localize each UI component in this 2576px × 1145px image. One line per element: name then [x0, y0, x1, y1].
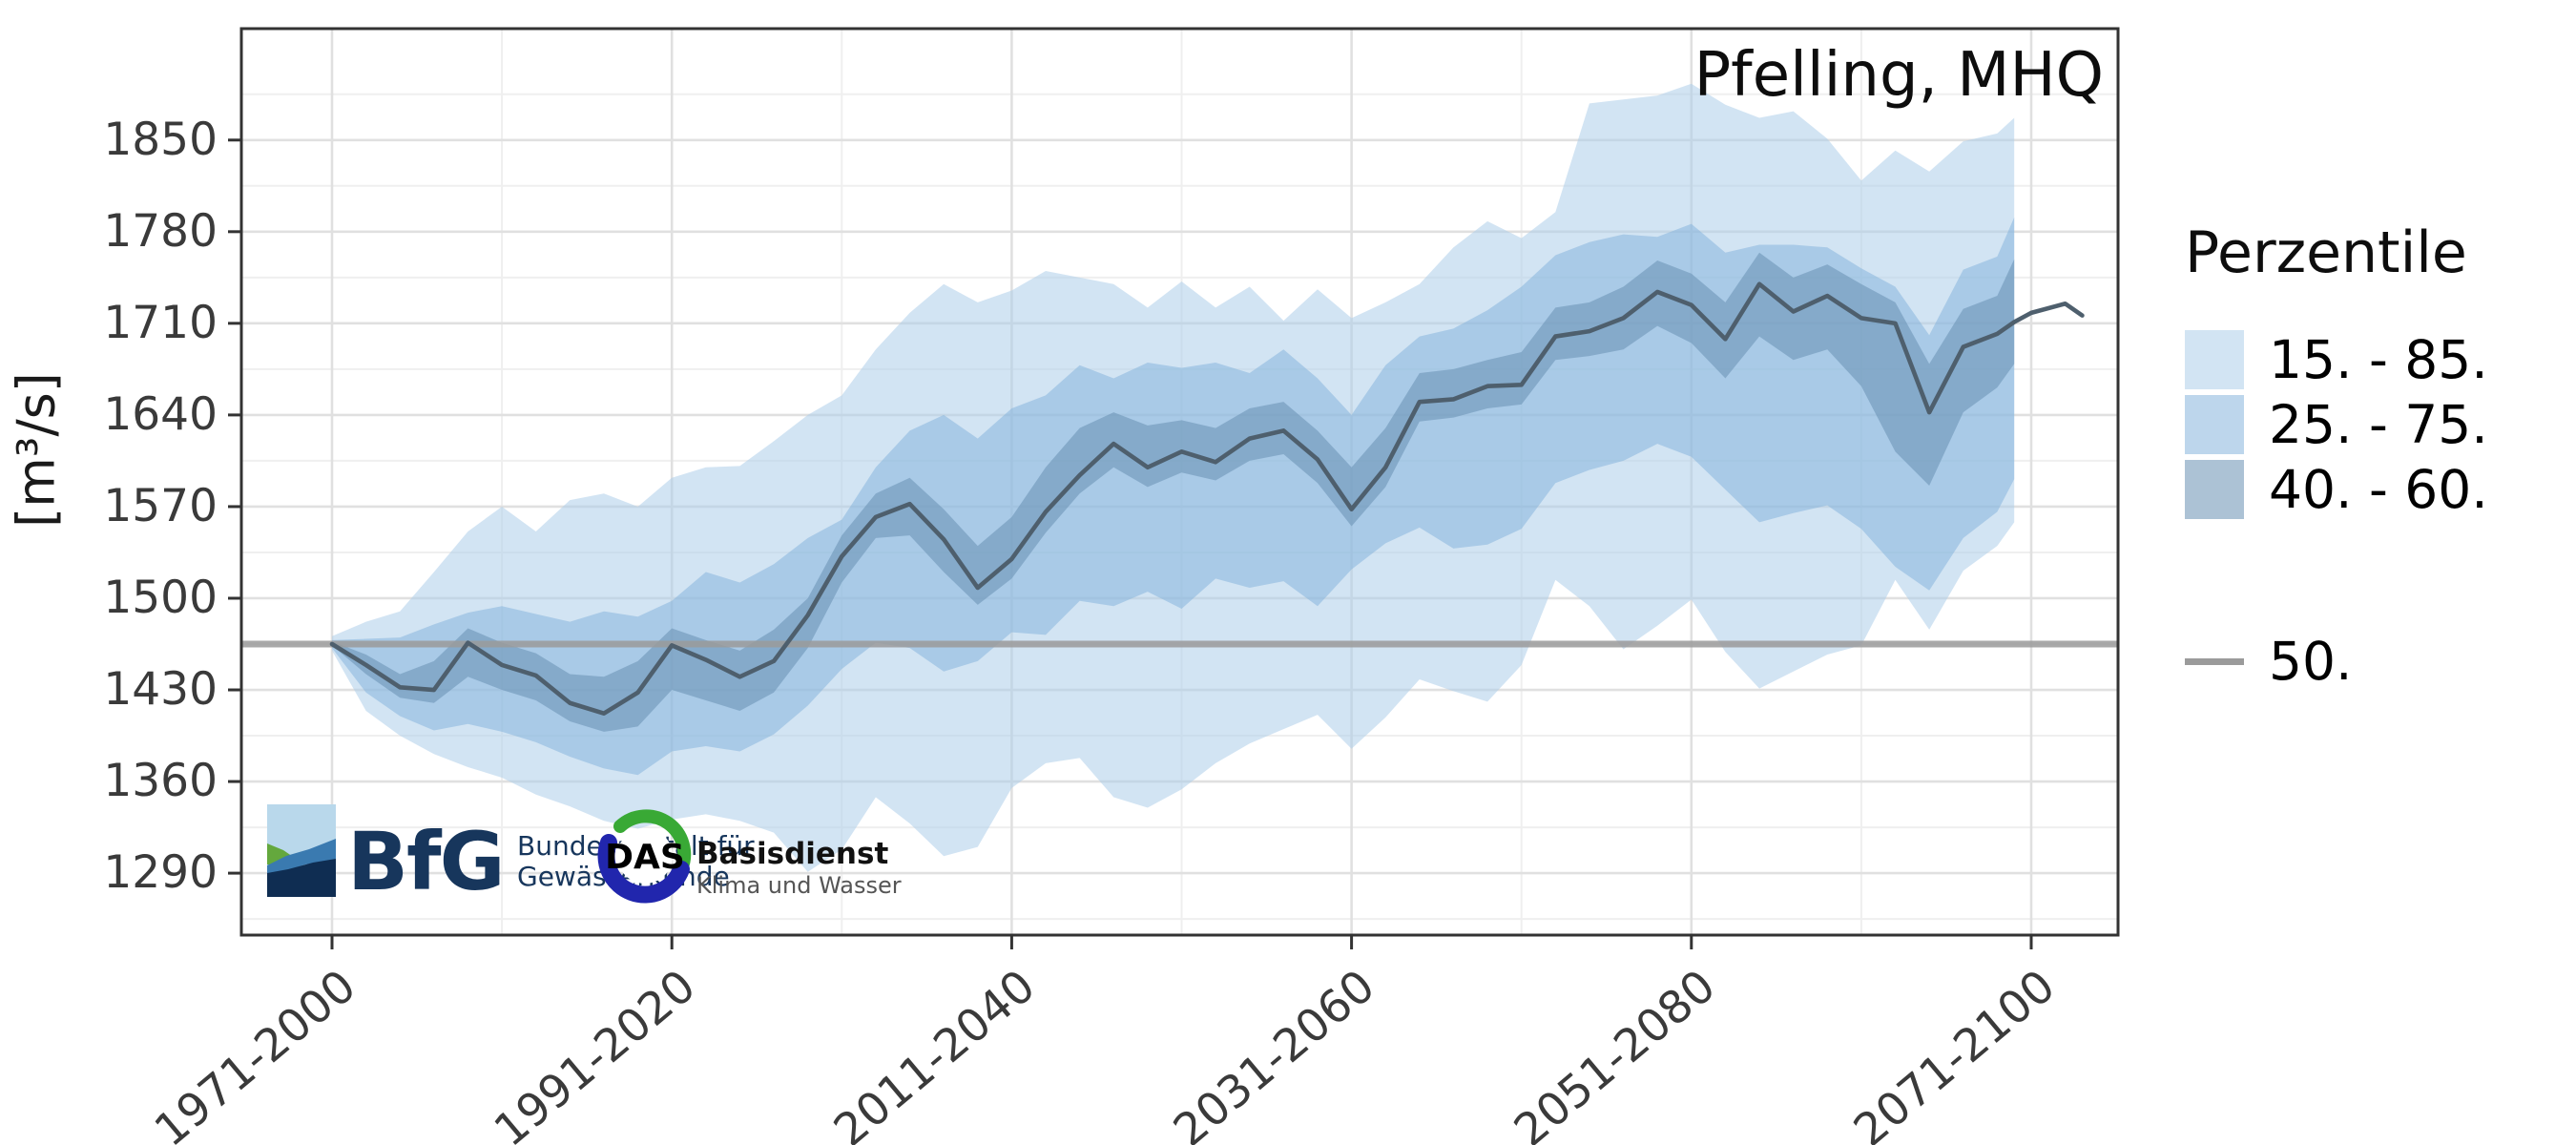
das-logo-blue-arc — [597, 834, 690, 904]
y-tick-label: 1710 — [103, 296, 218, 349]
legend-swatch-25-75 — [2185, 395, 2244, 454]
panel-frame-and-ticks — [228, 27, 2120, 949]
y-tick-label: 1430 — [103, 663, 218, 717]
das-logo: DAS Basisdienst Klima und Wasser — [597, 809, 902, 904]
y-tick-label: 1500 — [103, 571, 218, 624]
y-tick-label: 1570 — [103, 479, 218, 532]
median-and-reference-lines — [241, 281, 2118, 717]
legend: Perzentile 15. - 85. 25. - 75. 40. - 60.… — [2177, 219, 2559, 692]
legend-item-25-75: 25. - 75. — [2185, 394, 2559, 455]
chart-title: Pfelling, MHQ — [1693, 40, 2104, 111]
x-tick-label: 2071-2100 — [1843, 960, 2066, 1145]
legend-swatch-40-60 — [2185, 460, 2244, 519]
legend-swatch-15-85 — [2185, 330, 2244, 389]
das-logo-abbr: DAS — [605, 838, 685, 877]
legend-item-median: 50. — [2185, 631, 2559, 692]
y-tick-label: 1640 — [103, 387, 218, 441]
median-line — [329, 281, 2085, 717]
band-40-60 — [332, 252, 2015, 732]
das-logo-center — [617, 828, 673, 884]
y-tick-label: 1850 — [103, 113, 218, 166]
das-logo-line2: Klima und Wasser — [696, 872, 902, 899]
band-25-75 — [332, 217, 2015, 776]
legend-title: Perzentile — [2185, 219, 2467, 286]
y-tick-label: 1290 — [103, 846, 218, 900]
das-logo-line1: Basisdienst — [696, 837, 888, 871]
bfg-logo-abbr: BfG — [347, 815, 504, 908]
legend-item-15-85: 15. - 85. — [2185, 329, 2559, 390]
legend-label-40-60: 40. - 60. — [2269, 459, 2488, 520]
y-tick-label: 1360 — [103, 755, 218, 808]
percentile-bands — [332, 83, 2015, 872]
legend-label-median: 50. — [2269, 631, 2353, 692]
legend-median-line-sample — [2185, 657, 2244, 665]
legend-label-25-75: 25. - 75. — [2269, 394, 2488, 455]
legend-label-15-85: 15. - 85. — [2269, 329, 2488, 390]
legend-item-40-60: 40. - 60. — [2185, 459, 2559, 520]
panel-border — [239, 27, 2120, 937]
das-logo-green-arc — [613, 809, 692, 876]
y-tick-label: 1780 — [103, 204, 218, 258]
